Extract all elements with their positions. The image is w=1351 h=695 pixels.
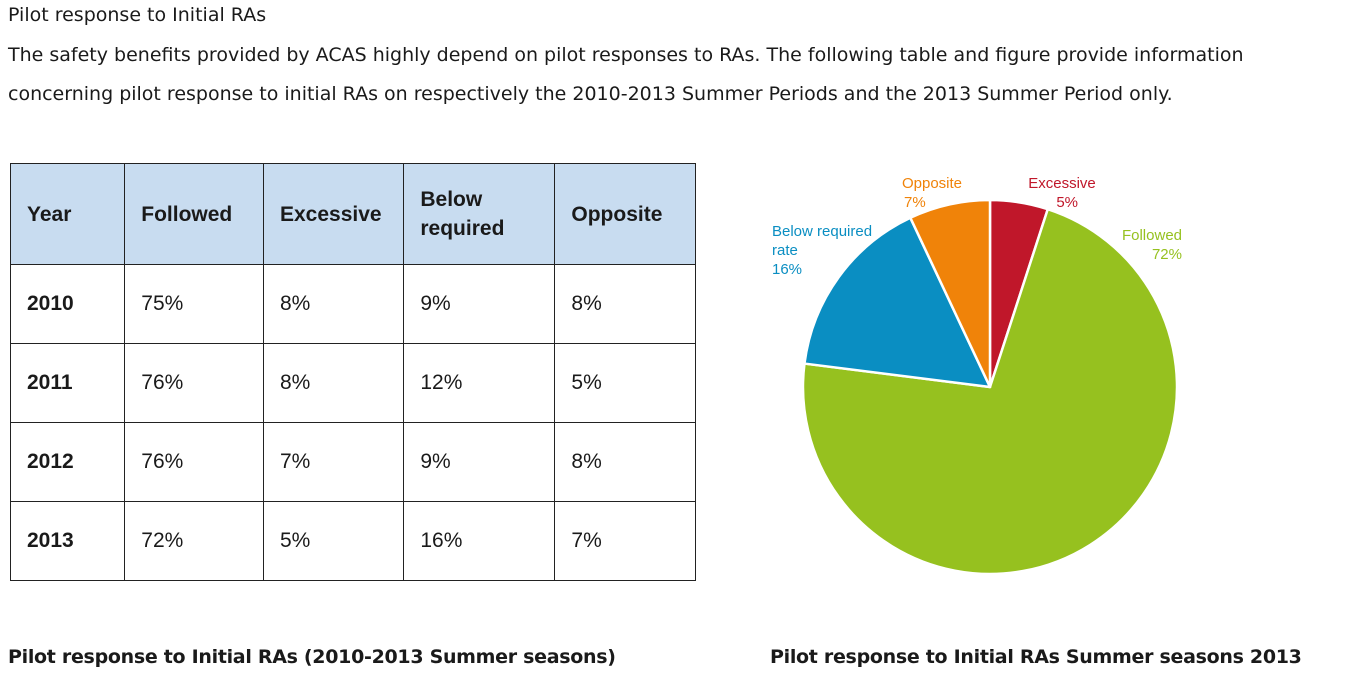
pie-label-followed: Followed 72% (1122, 227, 1182, 263)
cell-excessive: 7% (262, 422, 405, 502)
cell-excessive: 8% (262, 343, 405, 423)
cell-below-required: 9% (403, 422, 556, 502)
cell-excessive: 5% (262, 501, 405, 581)
cell-followed: 72% (124, 501, 264, 581)
pilot-response-table: Year Followed Excessive Below required O… (9, 163, 696, 581)
cell-below-required: 9% (403, 264, 556, 344)
pie-chart: Excessive 5% Followed 72% Below required rate… (772, 175, 1182, 576)
cell-opposite: 5% (554, 343, 696, 423)
intro-line-2: concerning pilot response to initial RAs… (8, 83, 1173, 105)
section-title: Pilot response to Initial RAs (8, 4, 267, 26)
table-caption: Pilot response to Initial RAs (2010-2013… (8, 646, 616, 668)
pie-slice-below-required-rate (803, 216, 992, 389)
cell-below-required: 12% (403, 343, 556, 423)
table-row: 2010 75% 8% 9% 8% (9, 264, 696, 344)
cell-excessive: 8% (262, 264, 405, 344)
cell-year: 2011 (9, 343, 126, 423)
pie-slice-followed (801, 207, 1179, 576)
cell-below-required: 16% (403, 501, 556, 581)
cell-opposite: 8% (554, 422, 696, 502)
cell-followed: 75% (124, 264, 264, 344)
cell-opposite: 8% (554, 264, 696, 344)
header-below-required: Below required (403, 163, 556, 265)
pie-slice-opposite (909, 198, 992, 389)
header-excessive: Excessive (262, 163, 405, 265)
pie-label-excessive: Excessive 5% (1028, 175, 1096, 211)
table-row: 2012 76% 7% 9% 8% (9, 422, 696, 502)
header-year: Year (9, 163, 126, 265)
table-header-row: Year Followed Excessive Below required O… (9, 163, 696, 265)
cell-year: 2012 (9, 422, 126, 502)
cell-opposite: 7% (554, 501, 696, 581)
pie-label-opposite: Opposite 7% (902, 175, 962, 211)
chart-caption: Pilot response to Initial RAs Summer sea… (770, 646, 1302, 668)
table-row: 2013 72% 5% 16% 7% (9, 501, 696, 581)
cell-year: 2013 (9, 501, 126, 581)
cell-followed: 76% (124, 422, 264, 502)
cell-followed: 76% (124, 343, 264, 423)
header-followed: Followed (124, 163, 264, 265)
pie-label-below-required-rate: Below required rate 16% (772, 223, 872, 278)
table-row: 2011 76% 8% 12% 5% (9, 343, 696, 423)
intro-line-1: The safety benefits provided by ACAS hig… (8, 44, 1244, 66)
intro-paragraph: The safety benefits provided by ACAS hig… (8, 36, 1348, 114)
cell-year: 2010 (9, 264, 126, 344)
header-opposite: Opposite (554, 163, 696, 265)
